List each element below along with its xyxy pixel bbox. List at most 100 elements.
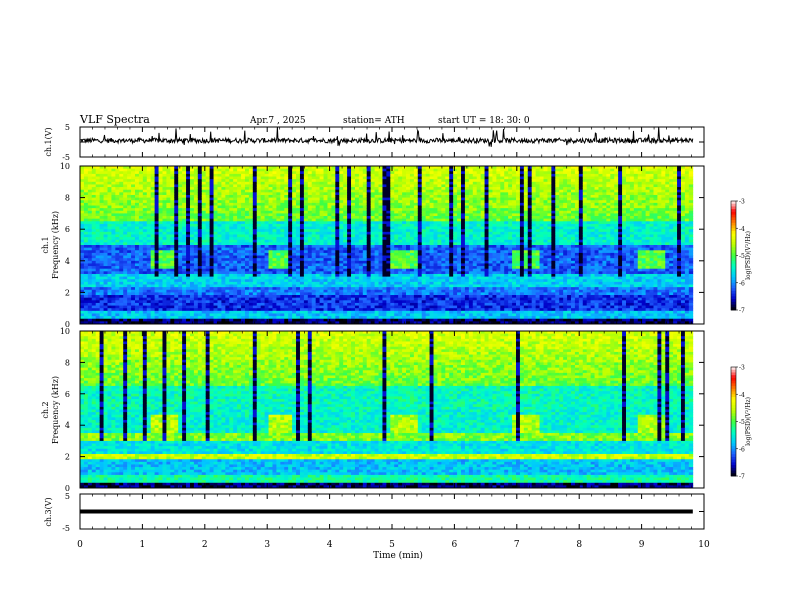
spectrogram-cell bbox=[166, 281, 171, 285]
spectrogram-cell bbox=[268, 173, 273, 177]
spectrogram-cell bbox=[201, 189, 207, 193]
spectrogram-cell bbox=[335, 184, 340, 188]
spectrogram-cell bbox=[252, 273, 258, 277]
spectrogram-cell bbox=[162, 295, 167, 299]
spectrogram-cell bbox=[182, 173, 187, 177]
spectrogram-cell bbox=[186, 295, 191, 299]
spectrogram-cell bbox=[351, 284, 356, 288]
spectrogram-cell bbox=[264, 252, 269, 256]
spectrogram-cell bbox=[162, 179, 167, 183]
spectrogram-cell bbox=[154, 273, 159, 277]
spectrogram-cell bbox=[292, 281, 297, 285]
spectrogram-cell bbox=[186, 279, 191, 283]
spectrogram-cell bbox=[189, 216, 195, 220]
spectrogram-cell bbox=[201, 166, 207, 170]
spectrogram-cell bbox=[370, 260, 375, 264]
spectrogram-cell bbox=[331, 205, 336, 209]
spectrogram-cell bbox=[233, 266, 238, 270]
spectrogram-cell bbox=[382, 255, 387, 259]
spectrogram-cell bbox=[87, 247, 93, 251]
spectrogram-cell bbox=[394, 187, 399, 191]
spectrogram-cell bbox=[115, 216, 120, 220]
spectrogram-cell bbox=[119, 216, 124, 220]
spectrogram-cell bbox=[374, 205, 379, 209]
spectrogram-cell bbox=[107, 302, 112, 306]
spectrogram-cell bbox=[111, 252, 116, 256]
spectrogram-cell bbox=[354, 229, 360, 233]
spectrogram-cell bbox=[264, 281, 269, 285]
spectrogram-cell bbox=[268, 316, 273, 320]
spectrogram-cell bbox=[256, 302, 262, 306]
spectrogram-cell bbox=[80, 187, 85, 191]
spectrogram-cell bbox=[354, 313, 360, 317]
spectrogram-cell bbox=[166, 292, 171, 296]
spectrogram-cell bbox=[354, 184, 360, 188]
spectrogram-cell bbox=[95, 216, 101, 220]
spectrogram-cell bbox=[354, 181, 360, 185]
spectrogram-cell bbox=[150, 295, 156, 299]
spectrogram-cell bbox=[390, 208, 395, 212]
spectrogram-cell bbox=[319, 284, 324, 288]
spectrogram-cell bbox=[382, 316, 387, 320]
spectrogram-cell bbox=[378, 316, 383, 320]
spectrogram-cell bbox=[284, 316, 289, 320]
spectrogram-cell bbox=[311, 229, 317, 233]
spectrogram-cell bbox=[197, 237, 203, 241]
spectrogram-cell bbox=[134, 168, 140, 172]
spectrogram-cell bbox=[221, 318, 226, 322]
spectrogram-cell bbox=[276, 266, 281, 270]
spectrogram-cell bbox=[248, 263, 254, 267]
spectrogram-cell bbox=[107, 189, 112, 193]
spectrogram-cell bbox=[303, 213, 309, 217]
spectrogram-cell bbox=[217, 245, 222, 249]
spectrogram-cell bbox=[205, 313, 211, 317]
spectrogram-cell bbox=[280, 316, 285, 320]
spectrogram-cell bbox=[362, 200, 368, 204]
spectrogram-cell bbox=[299, 205, 305, 209]
spectrogram-cell bbox=[237, 213, 242, 217]
spectrogram-cell bbox=[170, 281, 175, 285]
spectrogram-cell bbox=[225, 268, 230, 272]
spectrogram-cell bbox=[315, 255, 321, 259]
spectrogram-cell bbox=[182, 302, 187, 306]
spectrogram-cell bbox=[138, 263, 144, 267]
spectrogram-cell bbox=[284, 271, 289, 275]
spectrogram-cell bbox=[111, 171, 116, 175]
spectrogram-cell bbox=[358, 310, 364, 314]
spectrogram-cell bbox=[276, 313, 281, 317]
spectrogram-cell bbox=[127, 205, 132, 209]
spectrogram-cell bbox=[166, 242, 171, 246]
spectrogram-cell bbox=[292, 284, 297, 288]
spectrogram-cell bbox=[347, 305, 352, 309]
spectrogram-cell bbox=[319, 310, 324, 314]
spectrogram-cell bbox=[307, 218, 313, 222]
spectrogram-cell bbox=[398, 218, 403, 222]
spectrogram-cell bbox=[205, 234, 211, 238]
spectrogram-cell bbox=[221, 197, 226, 201]
spectrogram-cell bbox=[158, 247, 163, 251]
spectrogram-cell bbox=[378, 229, 383, 233]
spectrogram-cell bbox=[292, 268, 297, 272]
spectrogram-cell bbox=[107, 208, 112, 212]
spectrogram-cell bbox=[296, 189, 301, 193]
spectrogram-cell bbox=[378, 200, 383, 204]
spectrogram-cell bbox=[154, 231, 159, 235]
spectrogram-cell bbox=[91, 300, 97, 304]
spectrogram-cell bbox=[170, 200, 175, 204]
spectrogram-cell bbox=[241, 192, 246, 196]
spectrogram-cell bbox=[256, 266, 262, 270]
spectrogram-cell bbox=[256, 284, 262, 288]
spectrogram-cell bbox=[311, 216, 317, 220]
spectrogram-cell bbox=[103, 305, 108, 309]
spectrogram-cell bbox=[280, 318, 285, 322]
spectrogram-cell bbox=[351, 197, 356, 201]
spectrogram-cell bbox=[158, 276, 163, 280]
spectrogram-cell bbox=[288, 316, 293, 320]
spectrogram-cell bbox=[123, 192, 128, 196]
spectrogram-cell bbox=[347, 226, 352, 230]
spectrogram-cell bbox=[299, 187, 305, 191]
spectrogram-cell bbox=[307, 297, 313, 301]
spectrogram-cell bbox=[398, 210, 403, 214]
ch1-ytick-bottom: -5 bbox=[62, 153, 70, 162]
spectrogram-cell bbox=[162, 242, 167, 246]
